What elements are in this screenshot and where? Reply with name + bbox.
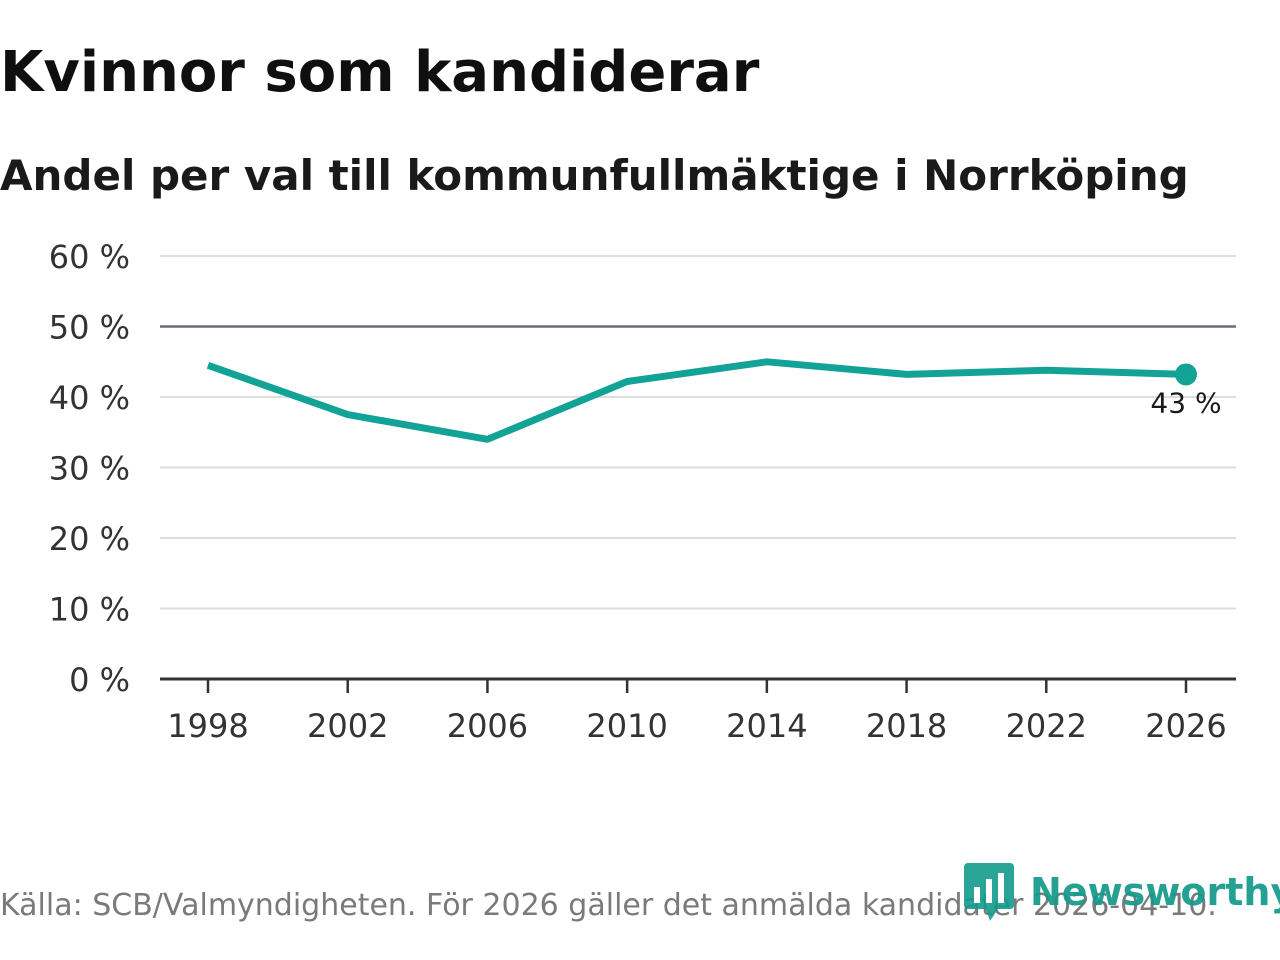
y-tick-label: 20 % [49,520,130,558]
chart-subtitle: Andel per val till kommunfullmäktige i N… [0,151,1189,200]
x-tick-label: 2018 [866,707,947,745]
end-point-marker [1175,363,1197,386]
x-tick-label: 2010 [586,707,667,745]
y-tick-label: 0 % [69,661,130,699]
end-value-label: 43 % [1150,386,1221,419]
source-note: Källa: SCB/Valmyndigheten. För 2026 gäll… [0,888,1217,923]
y-tick-label: 50 % [49,309,130,347]
y-tick-label: 40 % [49,379,130,417]
y-tick-label: 10 % [49,591,130,629]
x-tick-label: 2002 [307,707,388,745]
x-tick-label: 2006 [447,707,528,745]
x-tick-label: 1998 [167,707,248,745]
y-tick-label: 60 % [49,238,130,276]
newsworthy-logo: Newsworthy [964,862,1280,922]
chart-title: Kvinnor som kandiderar [0,40,760,105]
y-tick-label: 30 % [49,450,130,488]
x-tick-label: 2026 [1145,707,1226,745]
x-tick-label: 2022 [1006,707,1087,745]
x-tick-label: 2014 [726,707,807,745]
newsworthy-logo-icon [964,863,1014,921]
series-line-andel-kvinnor [206,358,1187,443]
brand-name: Newsworthy [1030,870,1280,914]
